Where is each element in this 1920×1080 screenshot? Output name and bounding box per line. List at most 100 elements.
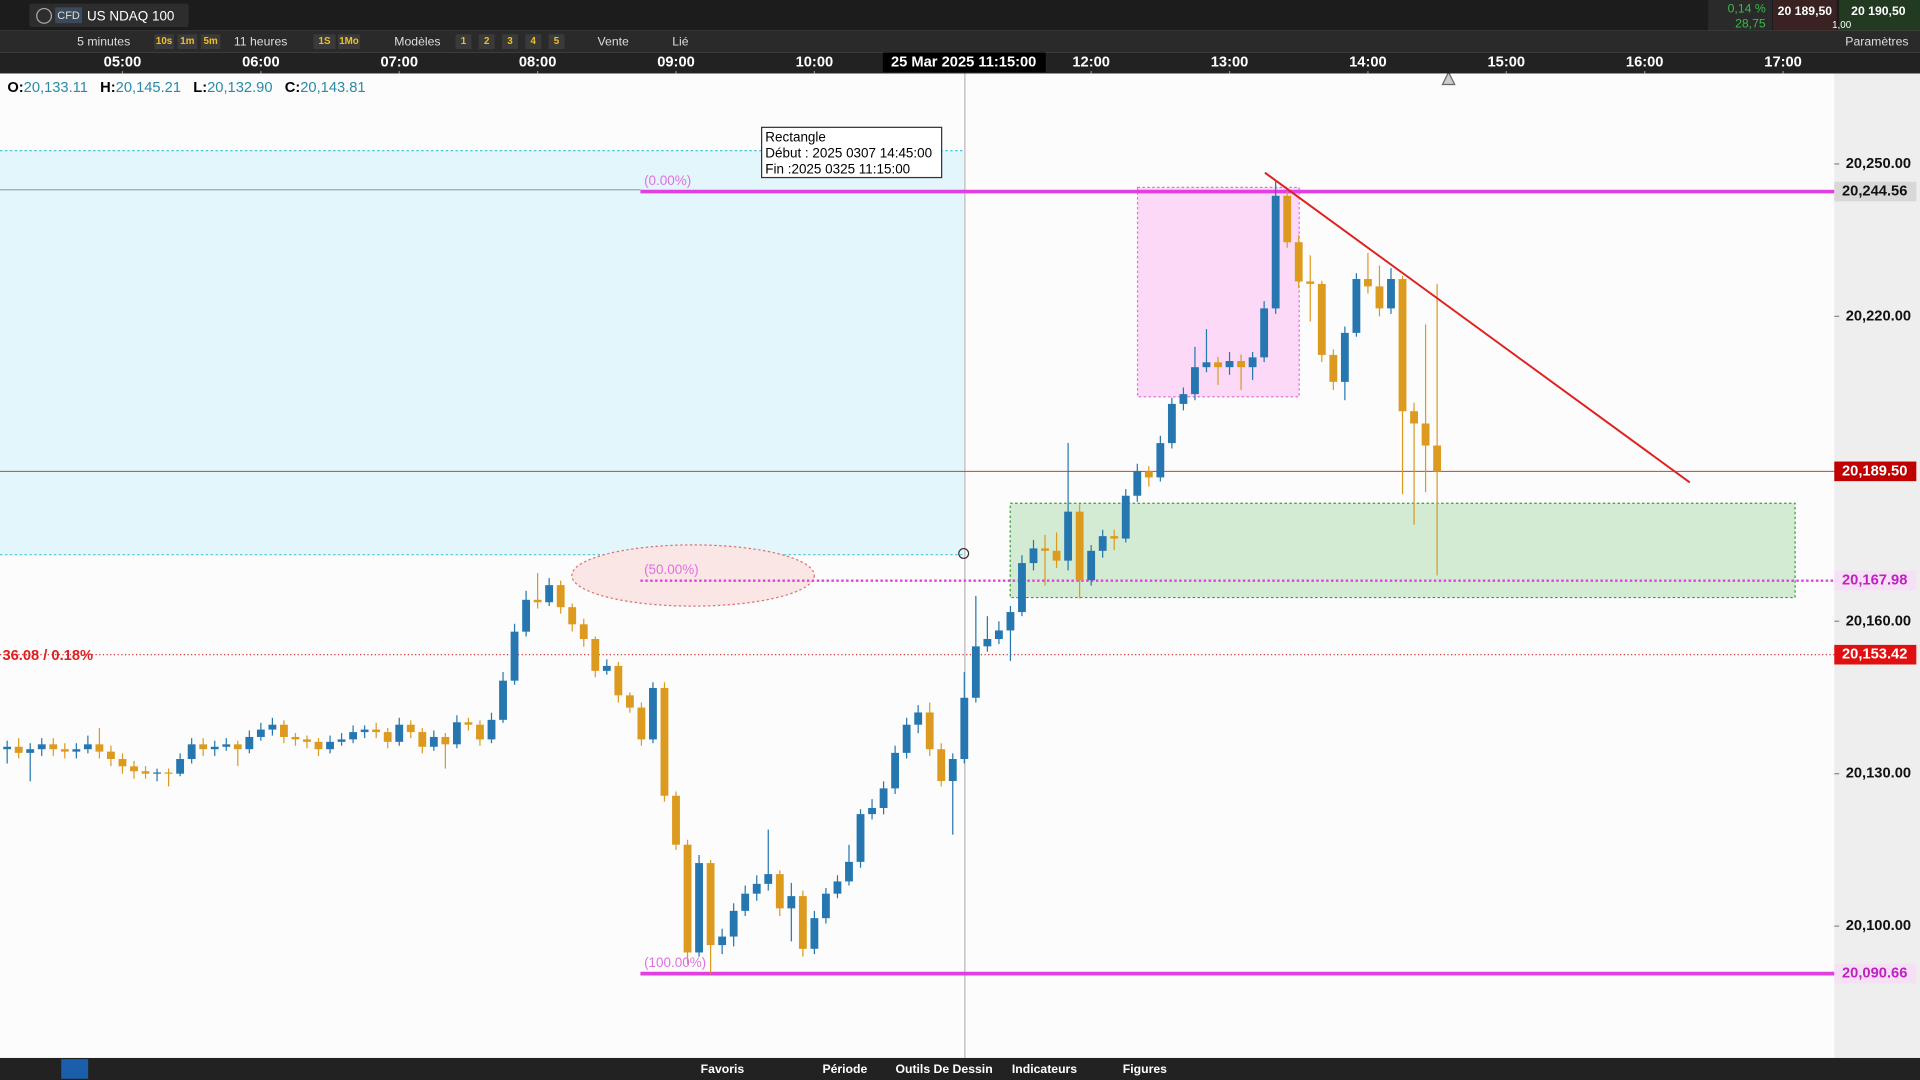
candle-body xyxy=(164,772,173,774)
quick-button[interactable]: 5m xyxy=(204,36,218,47)
y-tick-label: 20,100.00 xyxy=(1846,918,1911,934)
quick-bg[interactable] xyxy=(154,34,174,49)
interval[interactable]: 5 minutes xyxy=(77,35,130,49)
candle-body xyxy=(1375,286,1384,309)
candle-body xyxy=(591,638,600,671)
ask: 20 190,50 xyxy=(1851,4,1906,18)
candle-body xyxy=(245,736,254,750)
candle-body xyxy=(1225,361,1234,368)
period-bg[interactable] xyxy=(313,34,336,49)
templates[interactable]: Modèles xyxy=(394,35,440,49)
slot-bg[interactable] xyxy=(502,34,518,49)
candle-body xyxy=(452,722,461,745)
candle-body xyxy=(49,744,58,750)
ohlc-value: 20,145.21 xyxy=(116,80,181,96)
candle-body xyxy=(349,732,358,740)
candle-body xyxy=(1064,511,1073,561)
bid-box[interactable] xyxy=(1773,0,1837,31)
candle-body xyxy=(775,874,784,909)
ohlc-key: L: xyxy=(193,80,207,96)
candle-body xyxy=(210,746,219,750)
candle-body xyxy=(1167,403,1176,444)
candle-body xyxy=(395,724,404,742)
candle-body xyxy=(683,844,692,953)
footer-item[interactable]: Favoris xyxy=(701,1062,745,1076)
candle-body xyxy=(337,739,346,742)
candle-body xyxy=(971,646,980,698)
candle-body xyxy=(291,736,300,740)
candle-body xyxy=(729,910,738,937)
side[interactable]: Vente xyxy=(598,35,629,49)
draw-tool-active[interactable] xyxy=(61,1059,89,1079)
candle-body xyxy=(810,918,819,949)
candle-body xyxy=(199,744,208,750)
y-tick-label: 20,130.00 xyxy=(1846,766,1911,782)
ask-box[interactable] xyxy=(1839,0,1920,31)
candle-body xyxy=(522,599,531,632)
candle-body xyxy=(268,724,277,730)
slot-bg[interactable] xyxy=(548,34,565,49)
price-tag-bg xyxy=(1834,181,1917,202)
candle-body xyxy=(360,729,369,733)
fib-label: (50.00%) xyxy=(644,562,699,577)
period-button[interactable]: 1Mo xyxy=(339,36,359,47)
candle-body xyxy=(1110,536,1119,539)
slot-button[interactable]: 4 xyxy=(531,36,537,47)
quick-button[interactable]: 10s xyxy=(156,36,173,47)
candle-body xyxy=(141,771,150,774)
candle-body xyxy=(406,724,415,733)
x-tick-label: 08:00 xyxy=(519,54,557,70)
candle-body xyxy=(3,746,12,750)
price-tag-bg xyxy=(1834,461,1917,482)
candle-body xyxy=(764,874,773,884)
footer-item[interactable]: Indicateurs xyxy=(1012,1062,1077,1076)
candle-body xyxy=(26,749,35,753)
size: 1,00 xyxy=(1832,20,1852,31)
candle-body xyxy=(118,759,127,767)
candle-body xyxy=(1340,332,1349,382)
price-tag: 20,244.56 xyxy=(1842,184,1907,200)
period-bg[interactable] xyxy=(337,34,360,49)
quick-button[interactable]: 1m xyxy=(180,36,194,47)
candle-body xyxy=(187,744,196,760)
candle-body xyxy=(1260,308,1269,358)
settings[interactable]: Paramètres xyxy=(1845,35,1908,49)
candle-body xyxy=(649,687,657,740)
slot-button[interactable]: 2 xyxy=(484,36,490,47)
price-axis xyxy=(1834,73,1920,1058)
candle-body xyxy=(1398,279,1407,412)
candle-body xyxy=(602,665,611,671)
link[interactable]: Lié xyxy=(672,35,689,49)
y-tick-label: 20,160.00 xyxy=(1846,613,1911,629)
drawn-rectangle[interactable] xyxy=(0,150,964,555)
event-marker[interactable] xyxy=(1441,70,1456,86)
slot-bg[interactable] xyxy=(478,34,495,49)
footer-item[interactable]: Figures xyxy=(1123,1062,1167,1076)
slot-bg[interactable] xyxy=(525,34,542,49)
crosshair-time: 25 Mar 2025 11:15:00 xyxy=(891,54,1036,70)
footer-menu: Favoris Période Outils De Dessin Indicateur… xyxy=(701,1062,1167,1076)
drawn-ellipse[interactable] xyxy=(571,544,815,607)
slot-button[interactable]: 5 xyxy=(554,36,560,47)
y-axis: 20,100.00 20,130.00 20,160.00 20,220.00 20,2… xyxy=(1834,156,1911,934)
footer-item[interactable]: Période xyxy=(822,1062,867,1076)
levels: (0.00%) 20,244.56 (50.00%) 20,167.98 (100.00… xyxy=(0,173,1917,984)
trend-line[interactable] xyxy=(1264,171,1691,484)
price-tag: 20,153.42 xyxy=(1842,647,1907,663)
fib-label: (0.00%) xyxy=(644,173,691,188)
range[interactable]: 11 heures xyxy=(234,35,288,49)
period-button[interactable]: 1S xyxy=(319,36,331,47)
quick-bg[interactable] xyxy=(200,34,221,49)
slot-button[interactable]: 3 xyxy=(507,36,513,47)
footer-item[interactable]: Outils De Dessin xyxy=(895,1062,992,1076)
quick-bg[interactable] xyxy=(177,34,198,49)
slot-bg[interactable] xyxy=(455,34,472,49)
candle-body xyxy=(787,896,796,909)
candle-body xyxy=(1283,195,1292,243)
candle-body xyxy=(798,896,807,949)
candle-body xyxy=(822,893,830,919)
candle-body xyxy=(1156,443,1165,478)
slot-button[interactable]: 1 xyxy=(461,36,467,47)
